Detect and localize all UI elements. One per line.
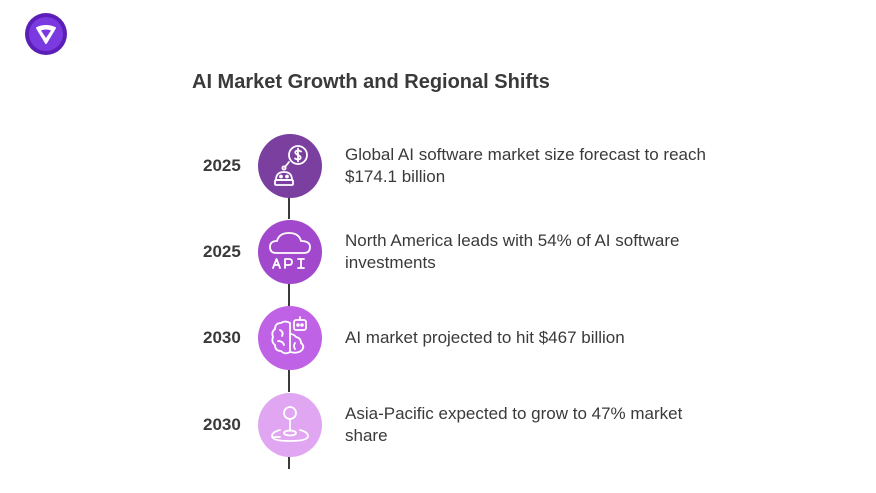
page-title: AI Market Growth and Regional Shifts bbox=[192, 71, 550, 93]
timeline-description: AI market projected to hit $467 billion bbox=[345, 328, 625, 347]
robot-dollar-icon bbox=[258, 134, 322, 198]
timeline-item: 2030 Asia-Pacific expected to grow to 47… bbox=[0, 393, 876, 457]
timeline-item: 2030 AI market projected to hit $467 bil… bbox=[0, 306, 876, 370]
timeline-connector bbox=[288, 370, 290, 392]
timeline-connector bbox=[288, 457, 290, 469]
logo-icon bbox=[25, 13, 67, 55]
cloud-api-icon bbox=[258, 220, 322, 284]
location-pin-icon bbox=[258, 393, 322, 457]
timeline-description: Asia-Pacific expected to grow to 47% mar… bbox=[345, 404, 683, 445]
timeline-year: 2030 bbox=[203, 328, 241, 347]
timeline-year: 2025 bbox=[203, 156, 241, 175]
timeline-item: 2025 Global AI software market size fore… bbox=[0, 134, 876, 198]
timeline-description: Global AI software market size forecast … bbox=[345, 145, 706, 186]
timeline-item: 2025 North America leads with 54% of AI … bbox=[0, 220, 876, 284]
timeline-year: 2030 bbox=[203, 415, 241, 434]
timeline-connector bbox=[288, 284, 290, 306]
timeline-description: North America leads with 54% of AI softw… bbox=[345, 231, 680, 272]
timeline-connector bbox=[288, 197, 290, 219]
brain-robot-icon bbox=[258, 306, 322, 370]
timeline-year: 2025 bbox=[203, 242, 241, 261]
